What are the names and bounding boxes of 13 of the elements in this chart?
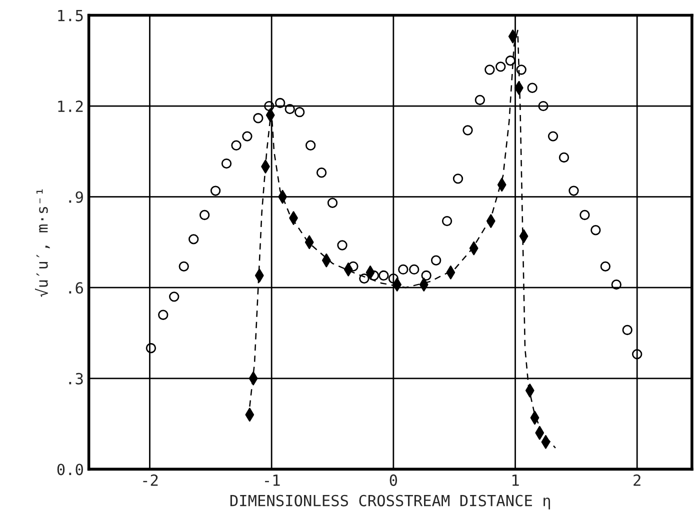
x-axis-title: DIMENSIONLESS CROSSTREAM DISTANCE η: [230, 494, 550, 510]
y-tick-label: .3: [69, 372, 83, 384]
x-tick-label: -1: [265, 474, 280, 486]
y-tick-label: 1.2: [58, 100, 83, 112]
y-tick-label: .9: [69, 191, 83, 203]
x-tick-label: 1: [512, 474, 519, 486]
x-tick-label: -2: [143, 474, 158, 486]
y-tick-label: 0.0: [57, 464, 83, 476]
y-axis-title: √u′u′, m·s⁻¹: [34, 189, 50, 297]
x-tick-label: 2: [634, 474, 640, 486]
x-tick-label: 0: [390, 474, 398, 486]
y-tick-label: .6: [69, 282, 83, 294]
y-tick-label: 1.5: [58, 10, 83, 22]
